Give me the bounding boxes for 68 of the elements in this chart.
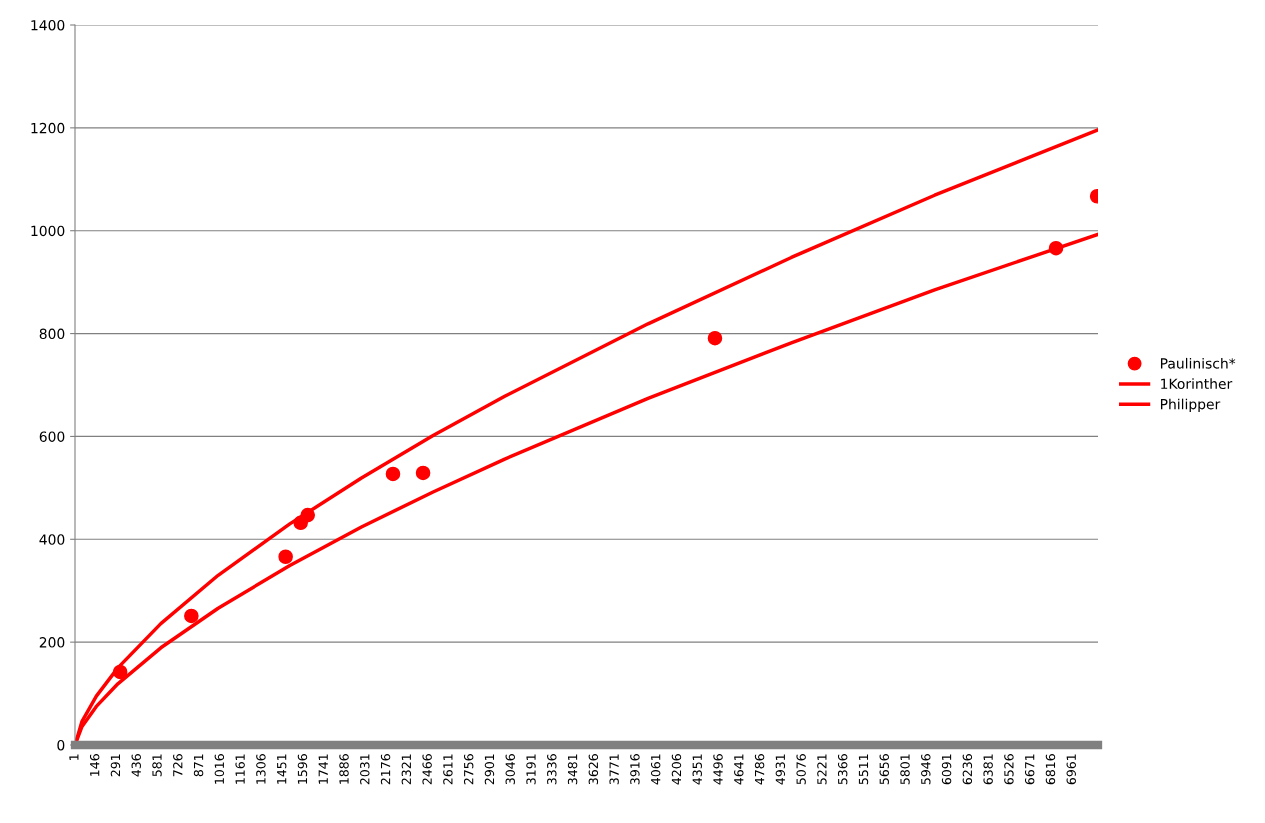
y-tick-label: 600 xyxy=(39,431,65,442)
x-tick-label: 4786 xyxy=(754,754,765,785)
x-tick-label: 1 xyxy=(69,754,79,760)
x-tick-label: 3191 xyxy=(526,754,536,785)
x-tick-label: 6816 xyxy=(1045,754,1056,785)
x-tick-label: 1161 xyxy=(235,754,245,784)
x-tick-label: 2466 xyxy=(422,754,432,785)
x-tick-label: 3336 xyxy=(547,754,557,785)
x-tick-label: 2031 xyxy=(360,754,370,785)
x-tick-label: 3481 xyxy=(567,754,578,785)
x-tick-label: 5221 xyxy=(817,754,827,785)
y-tick-label: 200 xyxy=(39,637,65,648)
point xyxy=(112,664,128,680)
x-tick-label: 1596 xyxy=(297,754,308,784)
x-tick-label: 3046 xyxy=(505,754,515,785)
point xyxy=(278,549,293,565)
x-tick-label: 4206 xyxy=(671,754,682,785)
x-tick-label: 1886 xyxy=(339,754,349,784)
x-tick-label: 1451 xyxy=(277,754,287,784)
x-tick-label: 2321 xyxy=(401,754,412,785)
x-tick-label: 1306 xyxy=(256,754,266,784)
x-tick-label: 4496 xyxy=(713,754,723,785)
legend-label: Philipper xyxy=(1160,398,1221,413)
x-tick-label: 1741 xyxy=(318,754,328,784)
y-tick-label: 400 xyxy=(39,534,65,545)
x-tick-label: 6236 xyxy=(962,754,973,785)
legend-label: Paulinisch* xyxy=(1160,357,1236,369)
x-tick-label: 3771 xyxy=(609,754,619,785)
point xyxy=(1048,240,1064,256)
x-tick-label: 5656 xyxy=(879,754,889,785)
y-tick-label: 800 xyxy=(39,328,65,340)
x-tick-label: 2901 xyxy=(484,754,495,785)
x-tick-label: 4641 xyxy=(734,754,744,785)
y-tick-label: 0 xyxy=(57,739,65,751)
x-tick-label: 436 xyxy=(131,754,141,777)
x-tick-label: 581 xyxy=(152,754,162,777)
x-tick-label: 6526 xyxy=(1004,754,1014,785)
point xyxy=(707,330,723,346)
x-tick-label: 6671 xyxy=(1024,754,1035,785)
x-tick-label: 5366 xyxy=(837,754,848,785)
x-tick-label: 871 xyxy=(193,754,204,777)
x-tick-label: 6961 xyxy=(1066,754,1076,785)
x-tick-label: 146 xyxy=(89,754,100,776)
x-tick-label: 2611 xyxy=(443,754,453,785)
x-tick-label: 5946 xyxy=(921,754,931,785)
x-tick-label: 1016 xyxy=(214,754,225,784)
x-tick-label: 5801 xyxy=(900,754,910,785)
point xyxy=(184,608,199,624)
x-tick-label: 4061 xyxy=(650,754,661,785)
x-tick-label: 726 xyxy=(173,754,183,777)
point xyxy=(300,507,315,523)
legend-label: 1Korinther xyxy=(1161,378,1233,390)
point xyxy=(385,466,401,482)
x-tick-label: 6381 xyxy=(983,754,993,785)
x-tick-label: 4351 xyxy=(692,754,702,785)
y-tick-label: 1400 xyxy=(31,19,65,31)
x-tick-label: 4931 xyxy=(775,754,786,785)
x-tick-label: 2756 xyxy=(463,754,474,785)
x-tick-label: 6091 xyxy=(941,754,952,785)
x-tick-label: 5511 xyxy=(858,754,869,785)
y-tick-label: 1000 xyxy=(31,225,65,237)
x-tick-label: 3626 xyxy=(588,754,599,785)
x-tick-label: 2176 xyxy=(380,754,391,785)
x-tick-label: 5076 xyxy=(796,754,806,785)
y-tick-label: 1200 xyxy=(31,122,65,134)
x-tick-label: 3916 xyxy=(630,754,640,785)
point xyxy=(415,465,431,481)
x-tick-label: 291 xyxy=(110,754,121,777)
